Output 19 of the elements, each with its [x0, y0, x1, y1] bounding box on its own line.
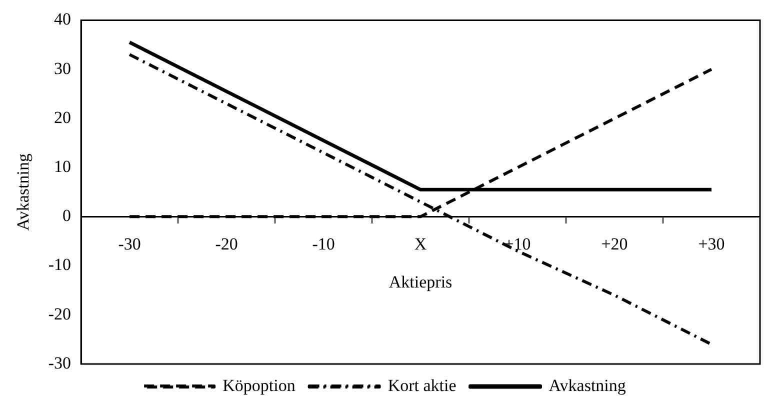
x-tick-label: +20: [601, 234, 628, 254]
x-tick-label: X: [414, 234, 427, 254]
x-tick-label: +30: [698, 234, 725, 254]
y-tick-label: -30: [48, 353, 72, 372]
x-axis-title: Aktiepris: [388, 272, 452, 292]
x-tick-label: -20: [215, 234, 238, 254]
y-axis-title: Avkastning: [14, 153, 33, 231]
y-tick-label: 40: [54, 10, 72, 29]
legend-label: Köpoption: [222, 376, 296, 395]
legend-label: Avkastning: [548, 376, 626, 395]
y-tick-label: 20: [54, 108, 72, 127]
x-tick-label: -30: [118, 234, 141, 254]
x-tick-label: -10: [312, 234, 335, 254]
y-tick-label: 30: [54, 58, 72, 78]
y-tick-label: -20: [48, 304, 72, 324]
y-tick-label: -10: [48, 255, 72, 274]
y-tick-label: 10: [54, 157, 72, 176]
y-tick-label: 0: [62, 206, 72, 226]
legend-label: Kort aktie: [388, 376, 456, 395]
